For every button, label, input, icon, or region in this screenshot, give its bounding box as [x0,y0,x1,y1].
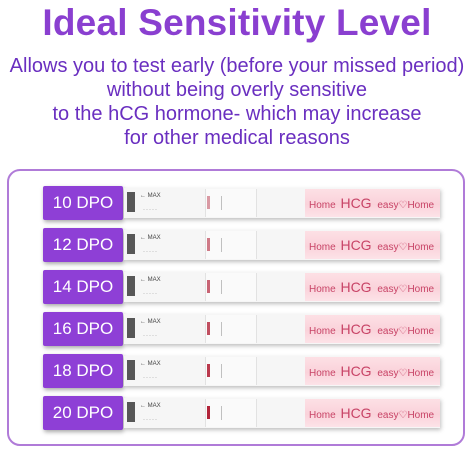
dpo-label: 14 DPO [43,270,123,304]
strip-divider [221,280,222,294]
brand-pattern-text: Home HCG easy♡Home HCG easy♡Home HCG eas… [309,279,440,295]
subtitle-line-3: to the hCG hormone- which may increase [52,103,422,125]
control-line [207,364,210,377]
subtitle-line-1: Allows you to test early (before your mi… [9,55,465,77]
test-row: 20 DPO ← MAX ····· Home HCG easy♡Home HCG e… [43,396,440,430]
max-dip-label: ← MAX [140,235,161,241]
strip-divider [221,406,222,420]
result-window [205,399,257,427]
test-row: 10 DPO ← MAX ····· Home HCG easy♡Home HCG e… [43,186,440,220]
result-window [205,189,257,217]
test-strip: ← MAX ····· Home HCG easy♡Home HCG easy♡Ho… [124,314,440,344]
test-row: 12 DPO ← MAX ····· Home HCG easy♡Home HCG e… [43,228,440,262]
test-row: 14 DPO ← MAX ····· Home HCG easy♡Home HCG e… [43,270,440,304]
max-dip-label: ← MAX [140,361,161,367]
brand-pattern-text: Home HCG easy♡Home HCG easy♡Home HCG eas… [309,237,440,253]
test-strip: ← MAX ····· Home HCG easy♡Home HCG easy♡Ho… [124,188,440,218]
control-line [207,196,210,209]
control-line [207,406,210,419]
test-strip: ← MAX ····· Home HCG easy♡Home HCG easy♡Ho… [124,356,440,386]
control-line [207,238,210,251]
brand-pattern-area: Home HCG easy♡Home HCG easy♡Home HCG eas… [305,189,440,217]
brand-pattern-area: Home HCG easy♡Home HCG easy♡Home HCG eas… [305,231,440,259]
dpo-label: 16 DPO [43,312,123,346]
result-window [205,315,257,343]
strip-divider [221,364,222,378]
max-dip-label: ← MAX [140,193,161,199]
brand-pattern-text: Home HCG easy♡Home HCG easy♡Home HCG eas… [309,363,440,379]
test-strip: ← MAX ····· Home HCG easy♡Home HCG easy♡Ho… [124,398,440,428]
brand-pattern-area: Home HCG easy♡Home HCG easy♡Home HCG eas… [305,357,440,385]
control-line [207,280,210,293]
test-row: 18 DPO ← MAX ····· Home HCG easy♡Home HCG e… [43,354,440,388]
strip-grip-mark [127,360,135,380]
dip-line-dots: ····· [143,375,158,381]
max-dip-label: ← MAX [140,319,161,325]
subtitle-line-2: without being overly sensitive [106,79,368,101]
test-row: 16 DPO ← MAX ····· Home HCG easy♡Home HCG e… [43,312,440,346]
brand-pattern-area: Home HCG easy♡Home HCG easy♡Home HCG eas… [305,315,440,343]
result-window [205,231,257,259]
brand-pattern-text: Home HCG easy♡Home HCG easy♡Home HCG eas… [309,321,440,337]
brand-pattern-text: Home HCG easy♡Home HCG easy♡Home HCG eas… [309,195,440,211]
dpo-label: 10 DPO [43,186,123,220]
page-title: Ideal Sensitivity Level [42,2,432,43]
strip-grip-mark [127,402,135,422]
test-strip: ← MAX ····· Home HCG easy♡Home HCG easy♡Ho… [124,272,440,302]
brand-pattern-area: Home HCG easy♡Home HCG easy♡Home HCG eas… [305,273,440,301]
dpo-label: 20 DPO [43,396,123,430]
result-window [205,357,257,385]
max-dip-label: ← MAX [140,277,161,283]
strip-grip-mark [127,234,135,254]
strip-divider [221,322,222,336]
result-window [205,273,257,301]
dip-line-dots: ····· [143,249,158,255]
brand-pattern-area: Home HCG easy♡Home HCG easy♡Home HCG eas… [305,399,440,427]
dpo-label: 12 DPO [43,228,123,262]
brand-pattern-text: Home HCG easy♡Home HCG easy♡Home HCG eas… [309,405,440,421]
dip-line-dots: ····· [143,417,158,423]
max-dip-label: ← MAX [140,403,161,409]
strip-divider [221,238,222,252]
dip-line-dots: ····· [143,333,158,339]
strip-divider [221,196,222,210]
strip-grip-mark [127,276,135,296]
dip-line-dots: ····· [143,207,158,213]
dpo-label: 18 DPO [43,354,123,388]
strip-grip-mark [127,318,135,338]
subtitle-line-4: for other medical reasons [124,127,350,149]
strip-grip-mark [127,192,135,212]
control-line [207,322,210,335]
test-strip: ← MAX ····· Home HCG easy♡Home HCG easy♡Ho… [124,230,440,260]
dip-line-dots: ····· [143,291,158,297]
